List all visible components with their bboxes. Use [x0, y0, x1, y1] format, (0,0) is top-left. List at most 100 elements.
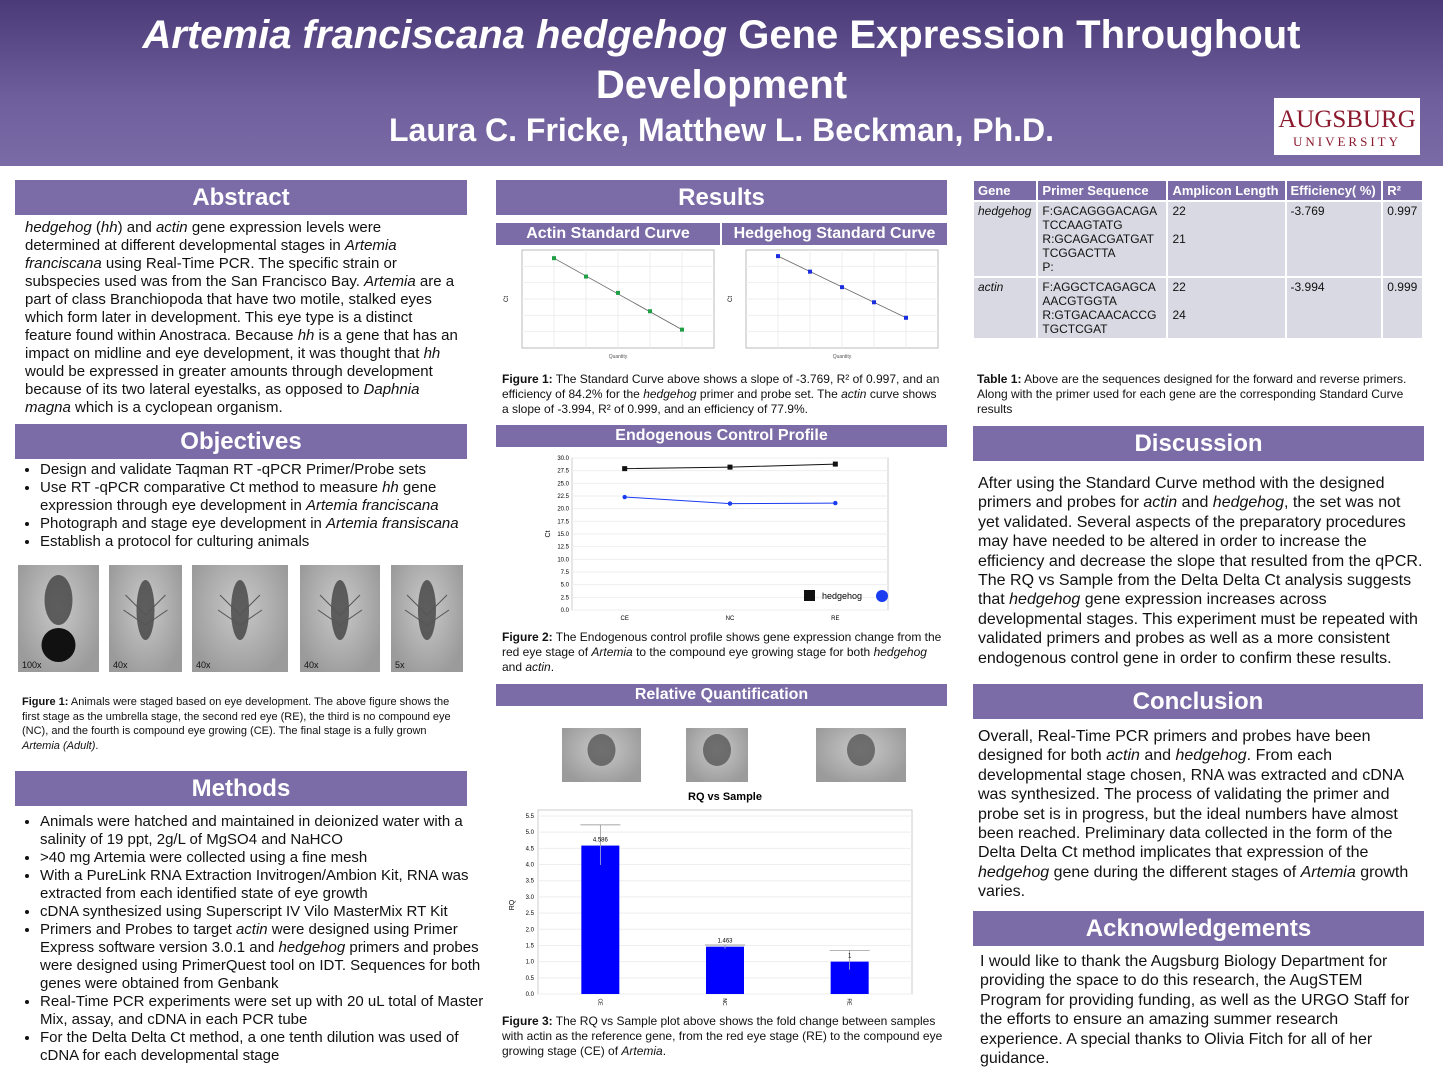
text-run: Animals were staged based on eye develop…: [22, 696, 451, 737]
text-run: .: [550, 660, 555, 674]
text-run: are a part of class Branchiopoda that ha…: [25, 273, 455, 344]
y-tick-label: 2.0: [526, 927, 535, 933]
y-tick-label: 20.0: [557, 507, 569, 513]
table-header-cell: Efficiency( %): [1284, 179, 1384, 202]
data-point: [584, 274, 588, 279]
list-item: Real-Time PCR experiments were set up wi…: [40, 993, 485, 1029]
text-run: which is a cyclopean organism.: [70, 399, 283, 416]
italic-text: hedgehog: [978, 863, 1050, 881]
specimen-sketch: [41, 575, 76, 662]
primer-table: Gene Primer Sequence Amplicon Length Effici…: [971, 179, 1424, 340]
data-point: [616, 290, 620, 295]
text-run: using Real-Time PCR. The specific strain…: [25, 255, 397, 290]
text-run: .: [95, 739, 99, 752]
specimen-egg: [41, 628, 76, 662]
authors: Laura C. Fricke, Matthew L. Beckman, Ph.…: [388, 112, 1055, 148]
text-run: Real-Time PCR experiments were set up wi…: [40, 993, 484, 1028]
magnification: 40x: [304, 660, 319, 670]
italic-text: hedgehog: [1009, 591, 1081, 609]
text-run: The Endogenous control profile shows gen…: [502, 630, 942, 659]
italic-text: actin: [155, 219, 188, 236]
table-cell: actin: [971, 276, 1039, 340]
specimen-legs: [317, 594, 363, 626]
specimen-photo: [686, 728, 748, 782]
table-cell: F:AGGCTCAGAGCAAACGTGGTA R:GTGACAACACCGTGC…: [1036, 276, 1169, 340]
magnification: 40x: [113, 660, 128, 670]
italic-text: actin: [1106, 747, 1140, 765]
text-run: to the compound eye growing stage for bo…: [632, 645, 874, 659]
italic-text: actin: [1143, 494, 1178, 512]
y-tick-label: 0.0: [526, 992, 535, 998]
y-tick-label: 30.0: [557, 456, 569, 462]
text-run: The Standard Curve above shows a slope o…: [502, 372, 940, 401]
text-run: Gene Expression Throughout Development: [595, 13, 1301, 107]
specimen-sketch: [404, 580, 450, 640]
y-tick-label: 4.5: [526, 846, 535, 852]
italic-text: actin: [841, 387, 867, 401]
text-run: and: [502, 660, 526, 674]
table-header-cell: Gene: [971, 179, 1039, 202]
x-tick-label: CE: [596, 999, 602, 1007]
specimen-sketch: [703, 734, 731, 766]
y-tick-label: 10.0: [557, 557, 569, 563]
italic-text: hedgehog: [1212, 494, 1284, 512]
x-tick-label: CE: [620, 616, 628, 622]
list-item: >40 mg Artemia were collected using a fi…: [40, 849, 485, 867]
x-axis-label: Quantity: [833, 354, 852, 360]
specimen-head: [587, 734, 616, 766]
caption-label: Figure 1:: [22, 696, 69, 708]
y-tick-label: 0.0: [561, 608, 570, 614]
italic-text: Artemia franciscana: [25, 237, 397, 272]
chart-title: RQ vs Sample: [688, 791, 762, 803]
table-cell: 0.999: [1381, 276, 1424, 340]
cell-line: 22: [1172, 280, 1186, 294]
italic-text: Artemia: [1300, 863, 1356, 881]
italic-text: actin: [235, 921, 268, 938]
figure-caption: Figure 1: The Standard Curve above shows…: [502, 372, 944, 417]
value-label: 4.586: [593, 838, 609, 844]
text-run: (: [91, 219, 101, 236]
logo: AUGSBURG UNIVERSITY: [1274, 98, 1420, 155]
figure-caption: Figure 2: The Endogenous control profile…: [502, 630, 944, 675]
y-tick-label: 0.5: [526, 976, 535, 982]
legend-label: hedgehog: [822, 591, 862, 601]
text-run: .: [662, 1044, 667, 1058]
magnification: 40x: [196, 660, 211, 670]
italic-text: hedgehog: [643, 387, 697, 401]
text-run: were designed using Primer Express softw…: [40, 921, 458, 956]
specimen-legs: [217, 594, 263, 626]
legend-swatch: [804, 590, 815, 601]
cell-line: F:GACAGGGACAGATCCAAGTATG: [1042, 204, 1158, 232]
chart-heading: Actin Standard Curve: [496, 223, 720, 245]
list-item: Use RT -qPCR comparative Ct method to me…: [40, 479, 480, 515]
section-heading: Discussion: [973, 426, 1424, 461]
specimen-body: [136, 580, 155, 640]
italic-text: actin: [525, 660, 551, 674]
italic-text: hh: [100, 219, 118, 236]
data-point: [727, 501, 733, 506]
italic-text: Artemia: [591, 645, 633, 659]
title: Artemia franciscana hedgehog Gene Expres…: [60, 10, 1383, 110]
data-point: [622, 494, 627, 500]
specimen-photo: 100x: [18, 565, 99, 672]
objectives-list: Design and validate Taqman RT -qPCR Prim…: [15, 461, 480, 551]
text-run: primer and probe set. The: [696, 387, 842, 401]
list-item: Photograph and stage eye development in …: [40, 515, 480, 533]
text-run: growth varies.: [978, 863, 1409, 901]
italic-text: Artemia franciscana hedgehog: [142, 13, 728, 57]
y-tick-label: 25.0: [557, 481, 569, 487]
table-cell: 22 21: [1166, 200, 1287, 278]
text-run: I would like to thank the Augsburg Biolo…: [980, 953, 1410, 1068]
data-point: [622, 466, 628, 472]
text-run: would be expressed in greater amounts th…: [25, 363, 433, 398]
y-axis-label: RQ: [509, 899, 516, 910]
chart: 0.0 2.5 5.0 7.5 10.0 12.5 15.0 17.5 20.0 22.5 25.0…: [545, 456, 889, 622]
value-label: 1: [848, 954, 852, 960]
text-run: Overall, Real-Time PCR primers and probe…: [978, 728, 1371, 765]
y-tick-label: 15.0: [557, 532, 569, 538]
specimen-photo: 40x: [300, 565, 380, 672]
logo-top: AUGSBURG: [1278, 106, 1416, 133]
section-heading: Methods: [15, 771, 467, 806]
text-run: . From each developmental stage chosen, …: [978, 747, 1404, 862]
specimen-sketch: [123, 580, 168, 640]
